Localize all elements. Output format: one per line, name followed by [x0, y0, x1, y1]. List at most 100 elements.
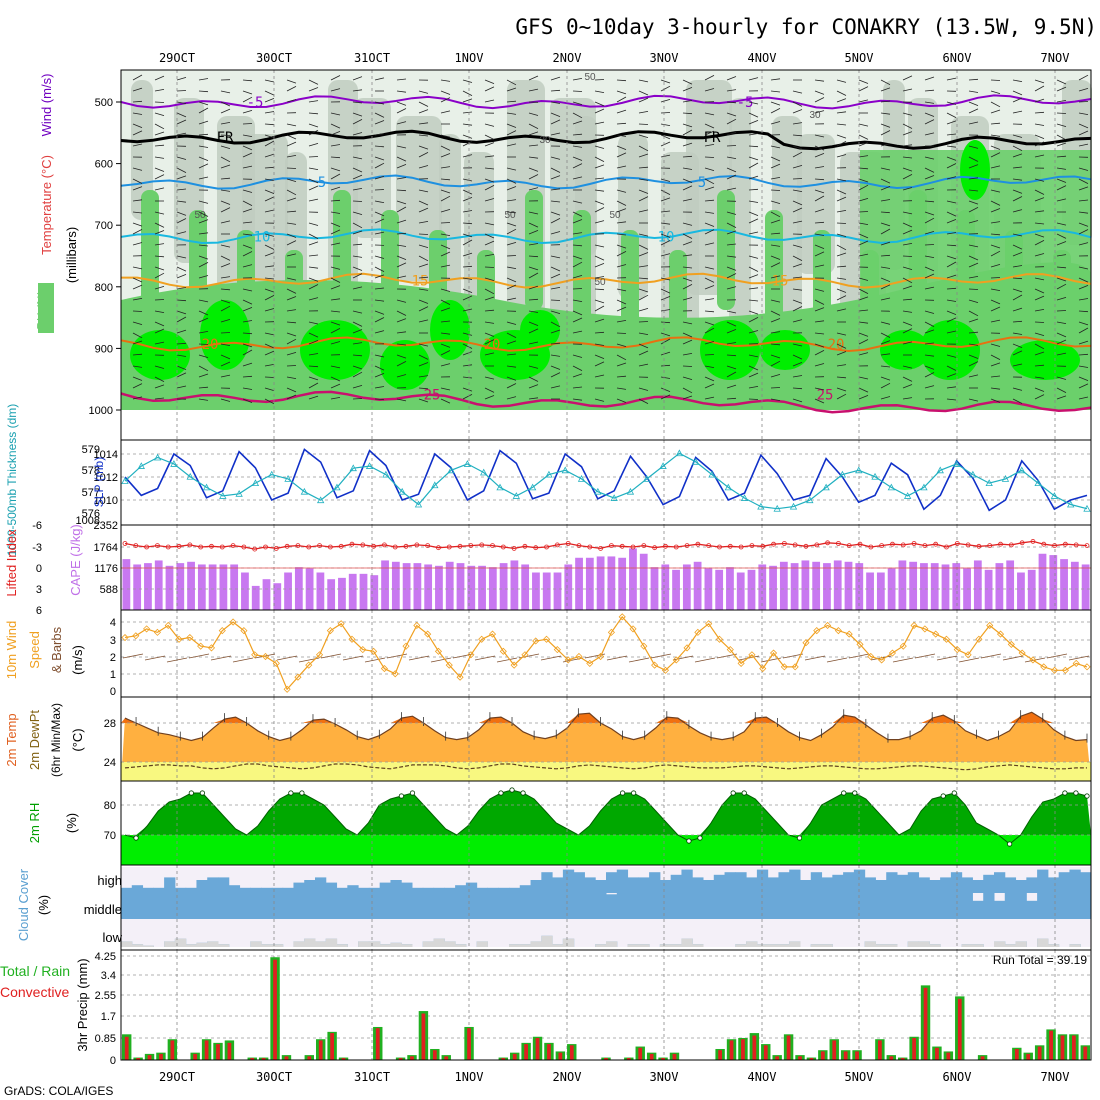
wind-barb	[1078, 266, 1089, 270]
wind-barb	[396, 310, 407, 316]
wind-barb	[1056, 376, 1067, 380]
wind-barb	[990, 362, 1001, 367]
wind-barb	[550, 167, 561, 173]
lifted-index-marker	[609, 543, 614, 548]
wind-barb	[1012, 398, 1023, 404]
wind-barb	[616, 343, 627, 348]
wind-barb	[418, 101, 429, 107]
wind-barb	[1034, 134, 1045, 140]
wind-barb	[462, 288, 473, 294]
cape-bar	[1070, 561, 1079, 610]
wind-barb	[968, 101, 979, 107]
wind-barb	[132, 199, 143, 202]
wind-barb	[968, 206, 979, 213]
wind-barb	[286, 233, 297, 238]
wind-barb	[770, 90, 781, 93]
cloud-bar	[703, 893, 715, 919]
wind-barb	[792, 90, 803, 94]
cloud-bar	[886, 893, 898, 919]
lifted-index-marker	[295, 543, 301, 548]
wind-barb	[792, 109, 803, 114]
low-cloud-bar	[961, 944, 973, 947]
wind-barb	[484, 222, 495, 226]
wind-barb	[660, 277, 671, 281]
lifted-index-marker	[576, 543, 582, 548]
wind-barb	[352, 243, 363, 246]
cloud-bar	[907, 893, 920, 919]
wind-barb	[748, 287, 759, 290]
cloud-bar	[498, 887, 510, 893]
wind-barb	[814, 166, 825, 169]
cloud-bar	[239, 893, 251, 919]
wind-barb	[132, 365, 143, 368]
lifted-index-marker	[954, 541, 960, 546]
wind-speed-marker	[326, 627, 334, 635]
wind-barb	[594, 244, 605, 248]
wind-speed-marker	[337, 620, 345, 628]
wind-barb	[154, 397, 165, 400]
wind-barb	[902, 285, 913, 290]
wind-barb	[396, 331, 407, 334]
wind-barb	[836, 134, 847, 139]
cape-bar	[1027, 569, 1036, 610]
wind-barb	[726, 167, 737, 173]
wind-barb	[1012, 134, 1023, 138]
wind-barb	[308, 233, 319, 240]
cloud-bar	[810, 872, 823, 893]
wind-speed-marker	[824, 621, 832, 630]
wind-barb	[770, 354, 781, 359]
cloud-bar	[810, 893, 823, 919]
cloud-bar	[1069, 893, 1081, 919]
wind-barb	[528, 266, 539, 271]
wind-barb	[132, 222, 143, 227]
low-cloud-bar	[562, 938, 575, 947]
cape-bar	[672, 569, 680, 610]
wind-speed-marker	[780, 663, 788, 671]
wind-barb	[1034, 210, 1045, 213]
cape-tick-label: 1764	[94, 542, 118, 554]
cloud-bar	[584, 893, 596, 919]
wind-barb	[748, 145, 759, 148]
precip-convective-bar	[512, 1053, 517, 1060]
wind-barb	[154, 299, 165, 301]
wind-barb	[902, 211, 913, 215]
wind-barb	[946, 373, 957, 378]
y-tick-label: 1000	[89, 405, 113, 417]
wind-barb	[506, 79, 517, 86]
wind-barb	[484, 86, 495, 92]
wind-barb	[484, 296, 495, 301]
wind-barb	[748, 101, 759, 105]
wind-barb	[550, 255, 561, 259]
wind-barb	[264, 196, 275, 202]
wind-barb	[572, 373, 583, 378]
wind-barb	[176, 255, 187, 259]
wind-barb	[198, 255, 209, 260]
wind-barb	[792, 255, 803, 262]
wind-barb	[242, 299, 253, 305]
wind-barb	[264, 288, 275, 293]
cape-bar	[898, 560, 907, 610]
wind-barb	[418, 244, 429, 249]
wind-barb	[1012, 178, 1023, 181]
wind-barb	[264, 363, 275, 367]
cloud-bar	[950, 893, 963, 919]
wind-speed-marker	[586, 659, 594, 667]
wind-barb	[242, 264, 253, 268]
wind-speed-marker	[975, 635, 983, 643]
wind-barb	[308, 167, 319, 171]
thickness-marker	[153, 453, 162, 461]
lifted-index-marker	[371, 543, 377, 549]
wind-barb	[682, 283, 693, 290]
wind-speed-marker	[1061, 666, 1069, 674]
wind-barb	[550, 385, 561, 389]
cape-bar	[510, 560, 519, 610]
wind-barb	[154, 131, 165, 136]
low-cloud-bar	[336, 944, 348, 947]
wind-barb	[154, 112, 165, 117]
cape-bar	[154, 560, 163, 610]
wind-barb	[132, 277, 143, 283]
wind-barb	[990, 152, 1001, 158]
wind-barb	[880, 340, 891, 345]
wind-barb	[528, 321, 539, 327]
wind-barb	[946, 317, 957, 323]
